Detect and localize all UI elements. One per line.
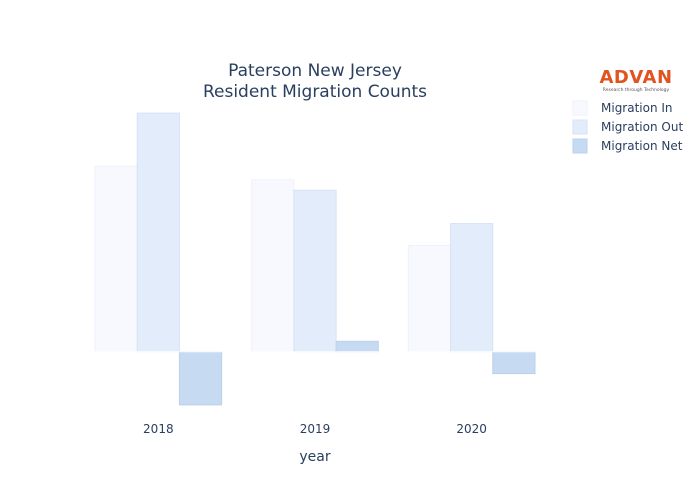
legend-label-migration-out: Migration Out: [601, 120, 683, 134]
x-axis-title: year: [299, 449, 330, 465]
legend-swatch-migration-out: [572, 119, 588, 135]
bar-migration-in-2019[interactable]: [251, 179, 295, 353]
legend-swatch-migration-in: [572, 100, 588, 116]
bar-migration-in-2020[interactable]: [407, 244, 452, 353]
legend-label-migration-in: Migration In: [601, 101, 673, 115]
legend-swatch-migration-net: [572, 138, 588, 154]
bar-migration-net-2019[interactable]: [335, 340, 379, 353]
legend-item-migration-out[interactable]: Migration Out: [572, 119, 683, 135]
advan-logo-tagline: Research through Technology: [603, 87, 670, 93]
plot-area: [80, 112, 550, 406]
bar-migration-in-2018[interactable]: [94, 165, 138, 353]
advan-logo: ADVAN Research through Technology: [599, 67, 672, 93]
chart-title: Paterson New Jersey Resident Migration C…: [203, 61, 427, 102]
x-tick-label-2020: 2020: [456, 422, 487, 436]
bar-migration-net-2020[interactable]: [492, 351, 536, 375]
x-tick-label-2018: 2018: [143, 422, 174, 436]
legend-item-migration-net[interactable]: Migration Net: [572, 138, 683, 154]
legend-item-migration-in[interactable]: Migration In: [572, 100, 673, 116]
bar-migration-net-2018[interactable]: [178, 351, 223, 406]
bar-migration-out-2020[interactable]: [450, 223, 494, 353]
x-axis-tick-labels: 2018 2019 2020: [143, 422, 487, 436]
advan-logo-text: ADVAN: [599, 67, 672, 88]
x-tick-label-2019: 2019: [300, 422, 331, 436]
chart-title-line-2: Resident Migration Counts: [203, 82, 427, 102]
legend-label-migration-net: Migration Net: [601, 139, 683, 153]
bar-migration-out-2019[interactable]: [293, 189, 337, 353]
chart-title-line-1: Paterson New Jersey: [228, 61, 402, 81]
chart-legend[interactable]: Migration In Migration Out Migration Net: [572, 100, 683, 154]
bar-migration-out-2018[interactable]: [136, 112, 180, 353]
